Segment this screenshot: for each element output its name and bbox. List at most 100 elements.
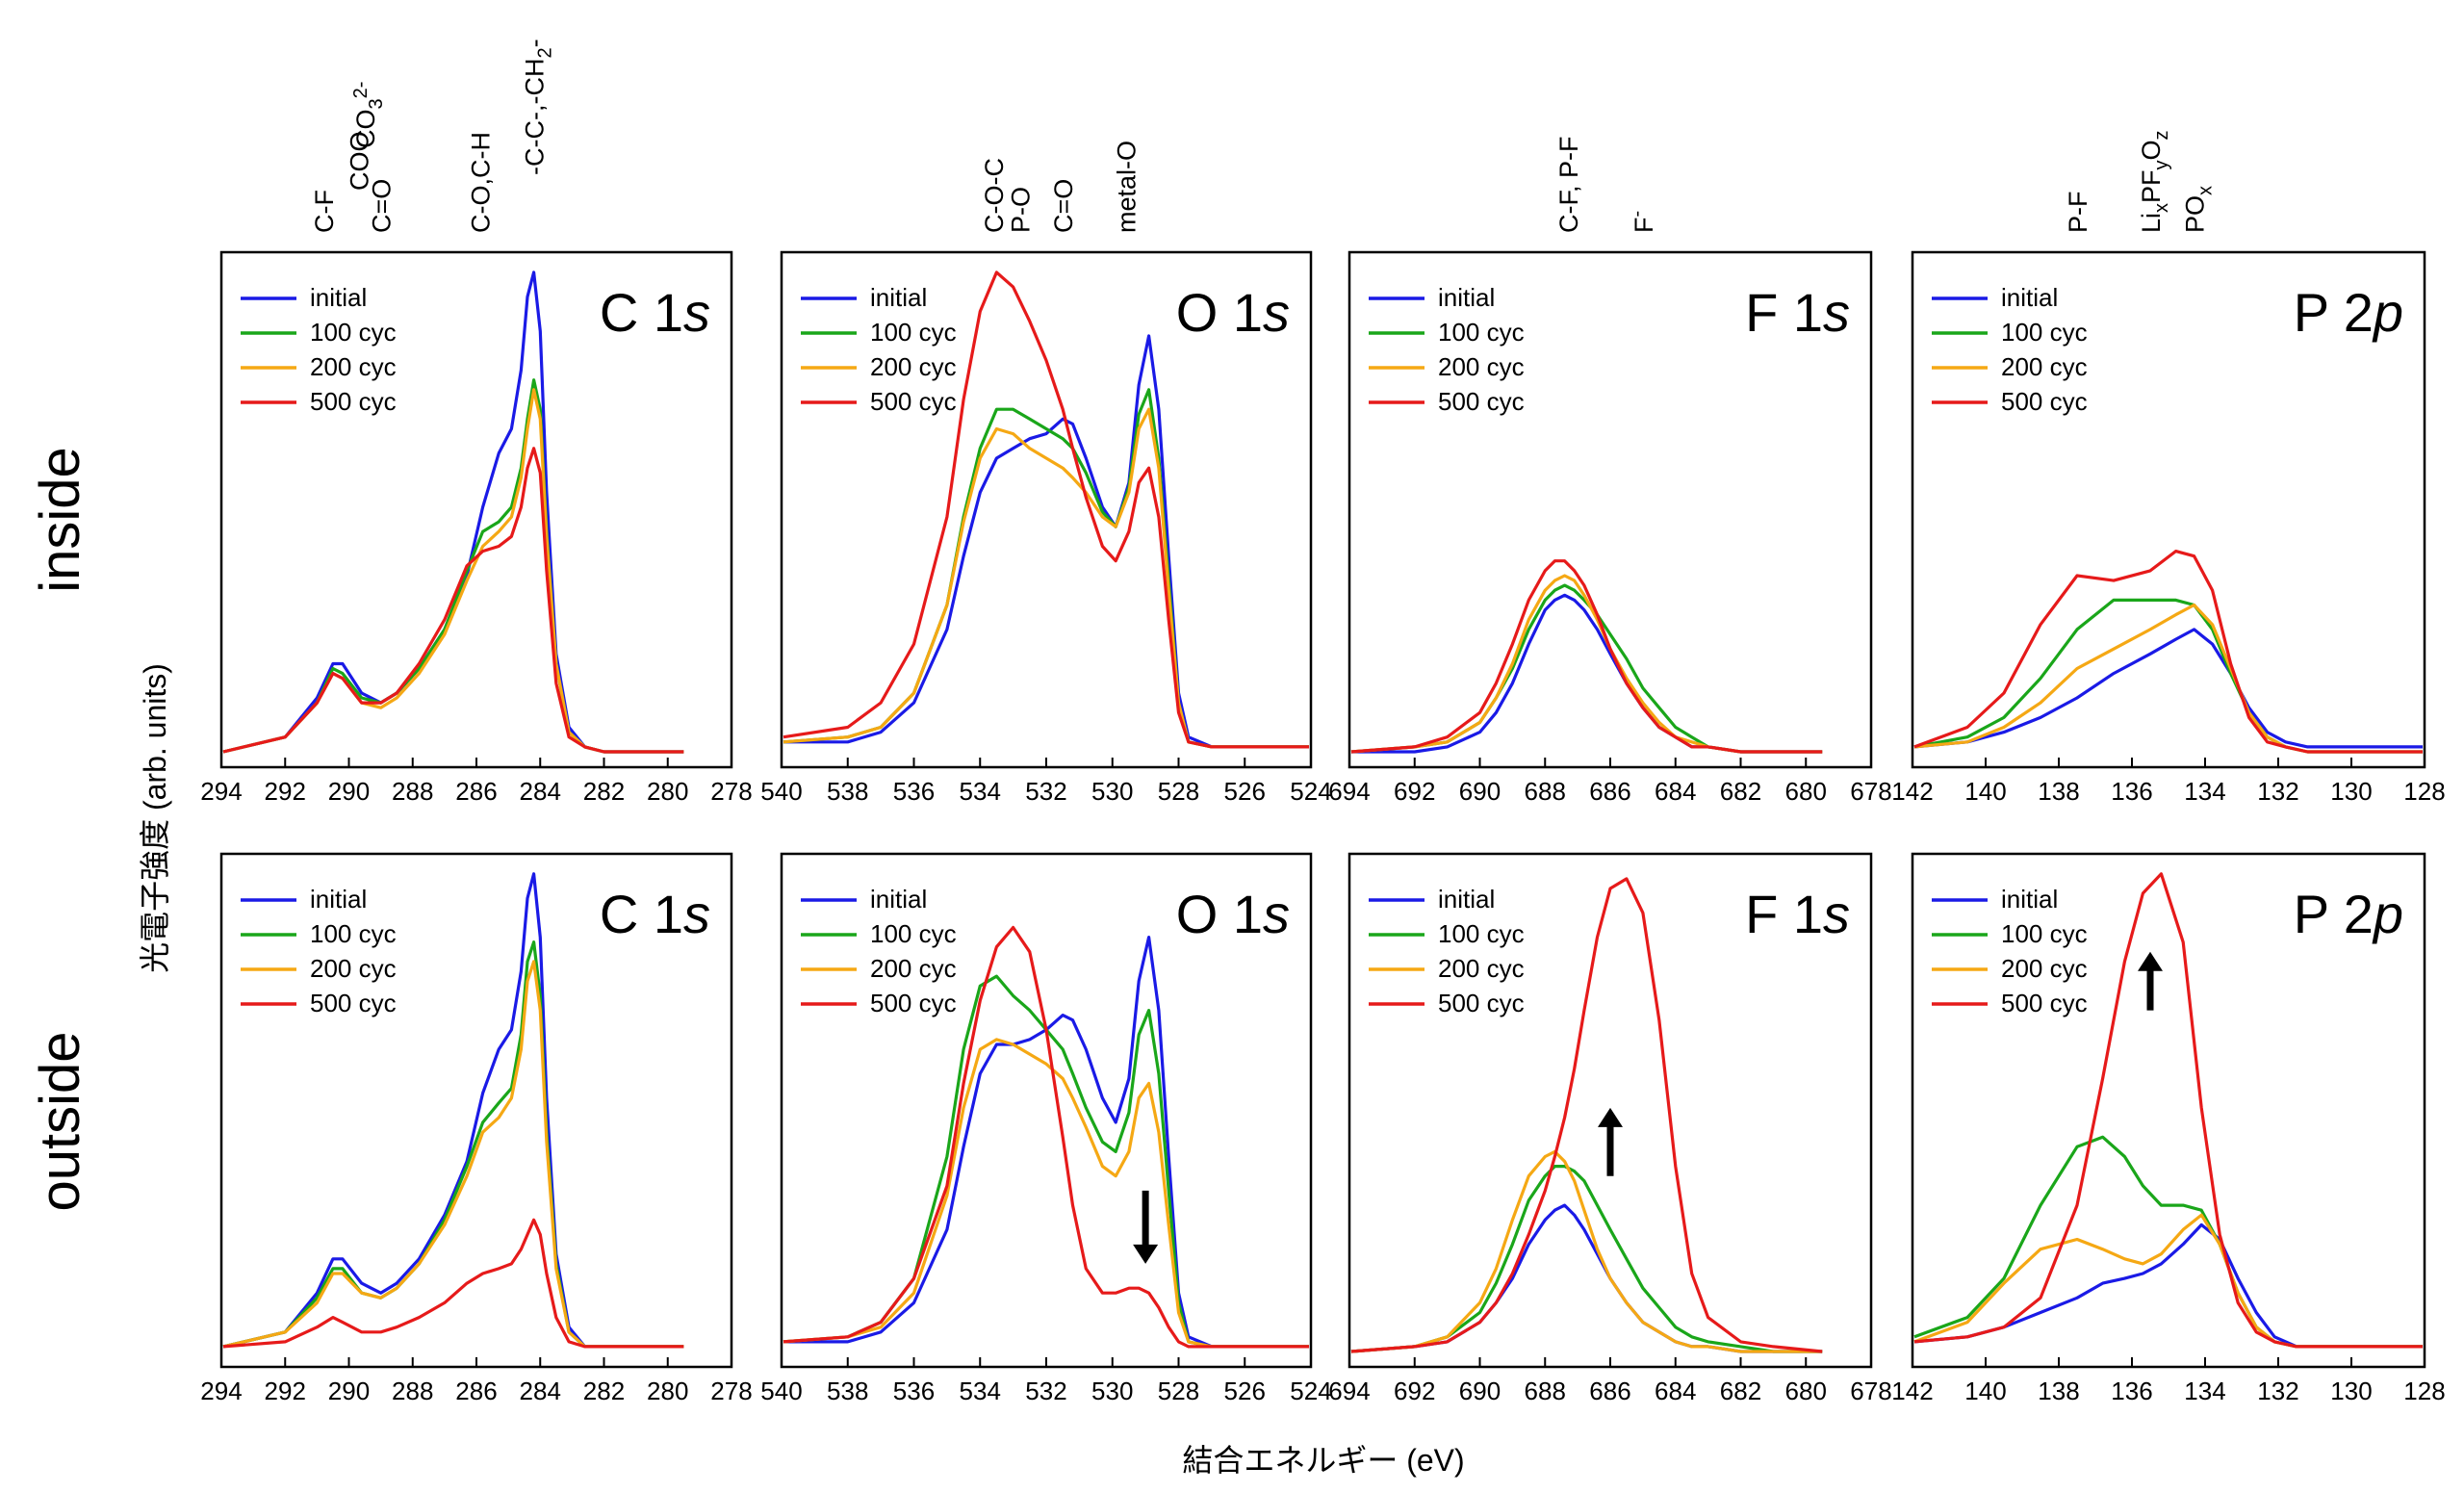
x-tick-label: 694 bbox=[1328, 1377, 1370, 1405]
x-tick-label: 536 bbox=[893, 1377, 935, 1405]
series-line-500-cyc bbox=[1350, 559, 1823, 754]
series-line-500-cyc bbox=[1913, 872, 2423, 1349]
panel-title: F 1s bbox=[1745, 884, 1850, 944]
peak-label: metal-O bbox=[1113, 141, 1142, 233]
panel-outside-1: 540 538 536 534 532 530 528 526 524 initial 100 cy… bbox=[760, 852, 1332, 1405]
row-label-outside: outside bbox=[29, 1031, 91, 1211]
series-line-200-cyc bbox=[1350, 1149, 1823, 1353]
legend-label: 100 cyc bbox=[310, 919, 397, 948]
x-tick-label: 532 bbox=[1025, 777, 1066, 806]
series-line-500-cyc bbox=[222, 1218, 684, 1349]
peak-label: CO32- bbox=[350, 82, 387, 148]
peak-label: LixPFyOz bbox=[2137, 130, 2172, 233]
x-tick-label: 132 bbox=[2257, 1377, 2298, 1405]
legend-label: 500 cyc bbox=[2001, 989, 2088, 1017]
legend-label: 100 cyc bbox=[2001, 919, 2088, 948]
legend-label: 100 cyc bbox=[870, 919, 957, 948]
x-tick-label: 142 bbox=[1891, 1377, 1933, 1405]
series-line-initial bbox=[222, 270, 684, 754]
x-tick-label: 686 bbox=[1589, 777, 1630, 806]
legend-label: initial bbox=[2001, 885, 2058, 914]
series-line-200-cyc bbox=[783, 407, 1309, 749]
x-tick-label: 284 bbox=[520, 777, 561, 806]
x-tick-label: 678 bbox=[1850, 1377, 1891, 1405]
panel-inside-2: 694 692 690 688 686 684 682 680 678 initial 100 cy… bbox=[1328, 137, 1891, 807]
trend-arrow-head bbox=[2138, 951, 2163, 971]
plot-frame bbox=[1911, 852, 2426, 1369]
legend-label: 500 cyc bbox=[870, 387, 957, 416]
x-tick-label: 142 bbox=[1891, 777, 1933, 806]
panel-title: P 2p bbox=[2294, 282, 2403, 343]
series-line-100-cyc bbox=[1350, 1165, 1823, 1353]
legend-label: initial bbox=[2001, 283, 2058, 312]
series-line-initial bbox=[1913, 1223, 2423, 1349]
panel-title: F 1s bbox=[1745, 282, 1850, 343]
x-tick-label: 292 bbox=[265, 1377, 306, 1405]
chart-panels: 294 292 290 288 286 284 282 280 278 initial 100 cy… bbox=[200, 39, 2445, 1405]
x-tick-label: 688 bbox=[1525, 777, 1566, 806]
series-line-initial bbox=[222, 872, 684, 1349]
x-tick-label: 290 bbox=[328, 777, 370, 806]
x-tick-label: 536 bbox=[893, 777, 935, 806]
x-tick-label: 280 bbox=[647, 1377, 688, 1405]
legend-label: 500 cyc bbox=[2001, 387, 2088, 416]
peak-label: C-O-C bbox=[980, 158, 1009, 233]
x-tick-label: 140 bbox=[1964, 1377, 2006, 1405]
x-tick-label: 530 bbox=[1091, 1377, 1133, 1405]
series-line-initial bbox=[1350, 1203, 1823, 1353]
legend-label: 200 cyc bbox=[2001, 954, 2088, 983]
x-tick-label: 690 bbox=[1459, 1377, 1501, 1405]
x-tick-label: 282 bbox=[583, 777, 625, 806]
panel-outside-3: 142 140 138 136 134 132 130 128 initial 100 cyc 20… bbox=[1891, 852, 2446, 1405]
x-axis-title: 結合エネルギー (eV) bbox=[1182, 1443, 1464, 1478]
y-axis-title: 光電子強度 (arb. units) bbox=[138, 663, 172, 973]
peak-label: C-F, P-F bbox=[1554, 137, 1583, 234]
panel-title: C 1s bbox=[600, 282, 710, 343]
legend-label: 500 cyc bbox=[1438, 387, 1525, 416]
panel-outside-0: 294 292 290 288 286 284 282 280 278 initial 100 cy… bbox=[200, 852, 753, 1405]
x-tick-label: 294 bbox=[200, 1377, 242, 1405]
legend-label: 100 cyc bbox=[870, 318, 957, 347]
x-tick-label: 524 bbox=[1290, 777, 1331, 806]
series-line-200-cyc bbox=[1350, 574, 1823, 754]
x-tick-label: 128 bbox=[2403, 1377, 2445, 1405]
x-tick-label: 682 bbox=[1720, 1377, 1761, 1405]
x-tick-label: 286 bbox=[455, 1377, 497, 1405]
peak-label: C-F bbox=[310, 190, 339, 233]
x-tick-label: 684 bbox=[1655, 777, 1696, 806]
x-tick-label: 682 bbox=[1720, 777, 1761, 806]
panel-title: O 1s bbox=[1176, 884, 1290, 944]
x-tick-label: 530 bbox=[1091, 777, 1133, 806]
series-line-500-cyc bbox=[1350, 877, 1823, 1353]
x-tick-label: 540 bbox=[760, 1377, 802, 1405]
legend-label: 500 cyc bbox=[870, 989, 957, 1017]
series-line-200-cyc bbox=[222, 388, 684, 754]
panel-title: P 2p bbox=[2294, 884, 2403, 944]
peak-label: P-F bbox=[2064, 192, 2092, 234]
series-line-100-cyc bbox=[1913, 598, 2423, 754]
x-tick-label: 136 bbox=[2111, 777, 2152, 806]
legend-label: initial bbox=[310, 885, 367, 914]
legend-label: 500 cyc bbox=[310, 989, 397, 1017]
x-tick-label: 686 bbox=[1589, 1377, 1630, 1405]
x-tick-label: 136 bbox=[2111, 1377, 2152, 1405]
legend-label: 200 cyc bbox=[310, 352, 397, 381]
legend-label: 200 cyc bbox=[1438, 352, 1525, 381]
legend-label: initial bbox=[1438, 885, 1495, 914]
x-tick-label: 692 bbox=[1394, 1377, 1435, 1405]
x-tick-label: 524 bbox=[1290, 1377, 1331, 1405]
x-tick-label: 288 bbox=[392, 1377, 433, 1405]
legend-label: 200 cyc bbox=[870, 954, 957, 983]
series-line-500-cyc bbox=[783, 270, 1309, 749]
series-line-100-cyc bbox=[1350, 583, 1823, 754]
panel-inside-3: 142 140 138 136 134 132 130 128 initial 100 cyc 20… bbox=[1891, 130, 2445, 806]
x-tick-label: 526 bbox=[1224, 777, 1266, 806]
x-tick-label: 538 bbox=[827, 1377, 868, 1405]
series-line-200-cyc bbox=[1913, 1213, 2423, 1349]
x-tick-label: 278 bbox=[710, 1377, 752, 1405]
x-tick-label: 678 bbox=[1850, 777, 1891, 806]
legend-label: 200 cyc bbox=[870, 352, 957, 381]
x-tick-label: 528 bbox=[1158, 777, 1199, 806]
legend-label: 100 cyc bbox=[2001, 318, 2088, 347]
series-line-200-cyc bbox=[222, 960, 684, 1349]
